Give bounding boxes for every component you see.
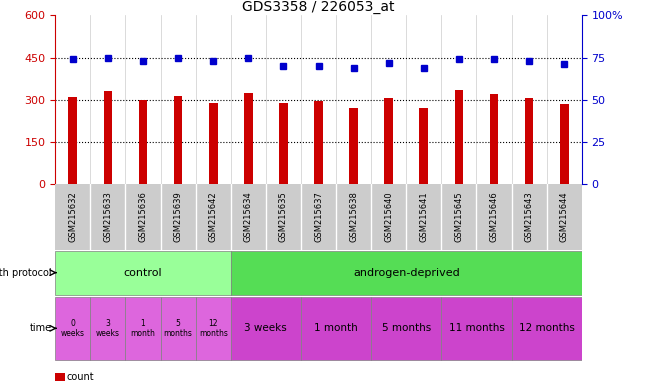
Bar	[419, 108, 428, 184]
Bar	[279, 103, 288, 184]
Bar	[103, 91, 112, 184]
Text: GSM215643: GSM215643	[525, 192, 534, 242]
Text: 1 month: 1 month	[314, 323, 358, 333]
Text: 12
months: 12 months	[199, 319, 228, 338]
Bar	[231, 250, 582, 295]
Bar	[301, 297, 371, 360]
Bar	[196, 297, 231, 360]
Text: GSM215638: GSM215638	[349, 192, 358, 242]
Text: GSM215640: GSM215640	[384, 192, 393, 242]
Text: GSM215644: GSM215644	[560, 192, 569, 242]
Text: GSM215633: GSM215633	[103, 192, 112, 242]
Text: 3
weeks: 3 weeks	[96, 319, 120, 338]
Text: GSM215642: GSM215642	[209, 192, 218, 242]
Bar	[55, 297, 90, 360]
Text: GSM215634: GSM215634	[244, 192, 253, 242]
Text: 5 months: 5 months	[382, 323, 431, 333]
Bar	[90, 297, 125, 360]
Bar	[231, 297, 301, 360]
Bar	[138, 100, 148, 184]
Bar	[244, 93, 253, 184]
Text: 0
weeks: 0 weeks	[61, 319, 84, 338]
Bar	[209, 103, 218, 184]
Bar	[125, 297, 161, 360]
Text: control: control	[124, 268, 162, 278]
Text: count: count	[67, 372, 95, 382]
Text: 3 weeks: 3 weeks	[244, 323, 287, 333]
Text: GSM215637: GSM215637	[314, 192, 323, 242]
Bar	[454, 90, 463, 184]
Bar	[560, 104, 569, 184]
Bar	[55, 250, 231, 295]
Text: 11 months: 11 months	[448, 323, 504, 333]
Bar	[349, 108, 358, 184]
Text: growth protocol: growth protocol	[0, 268, 52, 278]
Text: time: time	[30, 323, 52, 333]
Text: GSM215632: GSM215632	[68, 192, 77, 242]
Title: GDS3358 / 226053_at: GDS3358 / 226053_at	[242, 0, 395, 14]
Bar	[489, 94, 499, 184]
Bar	[161, 297, 196, 360]
Text: androgen-deprived: androgen-deprived	[353, 268, 460, 278]
Text: GSM215645: GSM215645	[454, 192, 463, 242]
Bar	[525, 98, 534, 184]
Bar	[314, 101, 323, 184]
Bar	[174, 96, 183, 184]
Bar	[512, 297, 582, 360]
Text: 5
months: 5 months	[164, 319, 192, 338]
Text: GSM215639: GSM215639	[174, 192, 183, 242]
Bar	[371, 297, 441, 360]
Text: GSM215641: GSM215641	[419, 192, 428, 242]
Text: GSM215646: GSM215646	[489, 192, 499, 242]
Bar	[441, 297, 512, 360]
Text: GSM215635: GSM215635	[279, 192, 288, 242]
Bar	[384, 98, 393, 184]
Text: 12 months: 12 months	[519, 323, 575, 333]
Bar	[68, 97, 77, 184]
Text: 1
month: 1 month	[131, 319, 155, 338]
Text: GSM215636: GSM215636	[138, 192, 148, 242]
